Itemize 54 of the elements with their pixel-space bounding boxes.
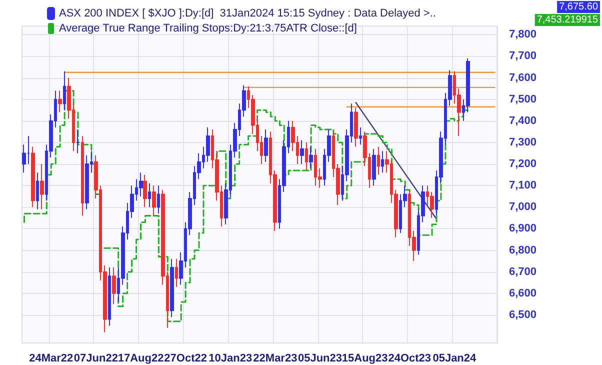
candlestick [305, 142, 308, 171]
x-tick-label: 05Jan24 [432, 352, 478, 364]
candlestick [300, 140, 304, 165]
text: 7,675.60 [559, 2, 598, 12]
candlestick [157, 185, 160, 214]
legend-label: ASX 200 INDEX [ $XJO ]:Dy:[d] 31Jan2024 15:15 Sydney : Data Delayed >.. [59, 8, 436, 20]
y-tick-label: 6,500 [509, 308, 537, 321]
y-tick-label: 7,400 [509, 114, 537, 127]
y-tick-label: 7,800 [509, 28, 537, 41]
candlestick [372, 148, 376, 186]
candlestick [31, 146, 35, 208]
candlestick [112, 267, 116, 305]
x-tick-label: 24Oct23 [388, 352, 432, 364]
x-tick-label: 15Aug23 [342, 352, 388, 364]
x-tick-label: 27Oct22 [164, 352, 207, 364]
candlestick [170, 258, 174, 318]
candlestick [76, 129, 80, 154]
candlestick [36, 172, 39, 210]
candlestick [108, 267, 111, 326]
x-tick-label: 10Jan23 [208, 352, 252, 364]
candlestick [85, 154, 89, 210]
candlestick [40, 164, 44, 210]
candlestick [377, 146, 380, 176]
candlestick [148, 182, 151, 208]
y-tick-label: 7,300 [509, 136, 537, 148]
y-tick-label: 7,700 [509, 50, 537, 62]
candlestick [81, 135, 84, 216]
y-tick-label: 7,500 [509, 93, 537, 106]
y-tick-label: 6,800 [509, 244, 537, 256]
candlestick [309, 146, 313, 169]
x-tick-label: 07Jun22 [74, 352, 118, 364]
x-tick-label: 24Mar22 [29, 352, 74, 364]
candlestick [152, 185, 156, 216]
candlestick [175, 258, 178, 288]
legend-label: Average True Range Trailing Stops:Dy:21:3.75ATR Close::[d] [59, 22, 357, 34]
candlestick [143, 174, 147, 208]
text: 7,453.219915 [536, 14, 598, 26]
y-tick-label: 6,700 [509, 266, 537, 278]
candlestick [139, 172, 143, 197]
y-tick-label: 7,000 [509, 201, 537, 214]
x-tick-label: 17Aug22 [118, 352, 164, 364]
y-tick-label: 6,600 [509, 287, 537, 300]
candlestick [354, 107, 358, 148]
candlestick [381, 150, 384, 174]
candlestick [58, 90, 62, 113]
candlestick [264, 129, 268, 162]
x-tick-label: 05Jun23 [298, 352, 342, 364]
y-tick-label: 7,100 [509, 180, 537, 192]
x-tick-label: 22Mar23 [253, 352, 298, 364]
candlestick [359, 126, 362, 146]
y-tick-label: 7,200 [509, 158, 537, 170]
candlestick [63, 70, 66, 111]
y-tick-label: 6,900 [509, 222, 537, 235]
y-tick-label: 7,600 [509, 72, 537, 84]
